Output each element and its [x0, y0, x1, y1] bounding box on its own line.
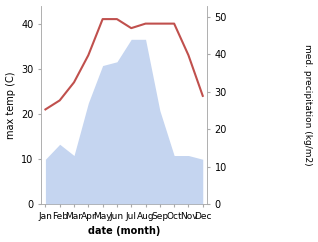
X-axis label: date (month): date (month) [88, 227, 160, 236]
Y-axis label: med. precipitation (kg/m2): med. precipitation (kg/m2) [303, 44, 313, 166]
Y-axis label: max temp (C): max temp (C) [5, 71, 16, 139]
